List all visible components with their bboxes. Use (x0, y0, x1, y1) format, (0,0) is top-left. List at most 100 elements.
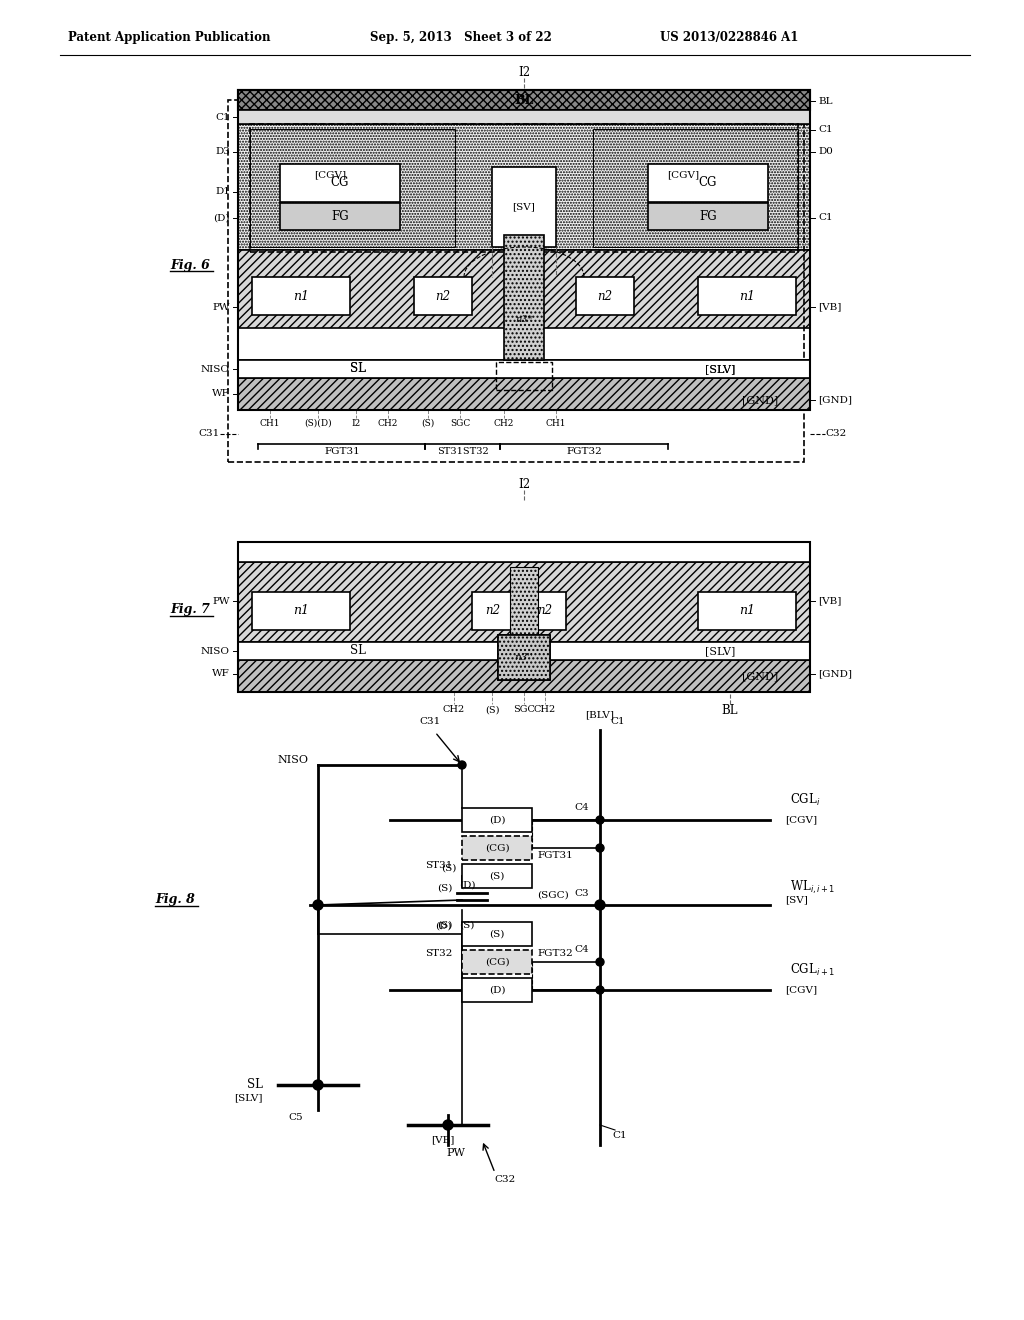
Text: n2: n2 (597, 289, 612, 302)
Bar (238, 90, 810, 411)
Text: CH2: CH2 (378, 418, 398, 428)
Bar (238, 90, 810, 110)
Text: I2: I2 (518, 479, 530, 491)
Bar (238, 360, 810, 378)
Circle shape (458, 762, 466, 770)
Text: SL: SL (247, 1078, 263, 1092)
Text: CG: CG (698, 177, 717, 190)
Bar (238, 642, 810, 660)
Bar (238, 562, 810, 642)
Circle shape (596, 986, 604, 994)
Text: (CG): (CG) (484, 957, 509, 966)
Text: CG: CG (331, 177, 349, 190)
Text: CH1: CH1 (546, 418, 566, 428)
Text: C5: C5 (289, 1114, 303, 1122)
Text: (S): (S) (436, 920, 452, 929)
Text: Fig. 8: Fig. 8 (155, 894, 195, 907)
Circle shape (443, 1119, 453, 1130)
Circle shape (596, 816, 604, 824)
Text: SL: SL (350, 363, 366, 375)
Bar (575, 277, 634, 315)
Text: [CGV]: [CGV] (785, 986, 817, 994)
Text: [CGV]: [CGV] (314, 170, 346, 180)
Text: I2: I2 (518, 66, 530, 78)
Bar (252, 277, 350, 315)
Text: FGT32: FGT32 (537, 949, 572, 958)
Text: C1: C1 (818, 214, 833, 223)
Text: C4: C4 (574, 945, 590, 954)
Text: Fig. 6: Fig. 6 (170, 259, 210, 272)
Text: (S): (S) (484, 705, 500, 714)
Bar (510, 568, 538, 635)
Bar (504, 235, 544, 360)
Bar (228, 100, 804, 462)
Text: n1: n1 (293, 289, 309, 302)
Bar (498, 635, 550, 680)
Text: (D): (D) (435, 921, 452, 931)
Text: WL$_{i,i+1}$: WL$_{i,i+1}$ (790, 878, 836, 896)
Text: WF: WF (212, 389, 230, 399)
Text: (D): (D) (488, 986, 505, 994)
Text: CH2: CH2 (534, 705, 556, 714)
Text: FGT31: FGT31 (325, 447, 359, 457)
Circle shape (595, 900, 605, 909)
Text: CGL$_i$: CGL$_i$ (790, 792, 820, 808)
Text: CGL$_{i+1}$: CGL$_{i+1}$ (790, 962, 836, 978)
Bar (250, 129, 455, 247)
Text: C32: C32 (825, 429, 846, 438)
Text: (SGC): (SGC) (537, 891, 568, 899)
Bar (280, 203, 400, 230)
Text: (S): (S) (441, 863, 457, 873)
Text: [GND]: [GND] (818, 669, 852, 678)
Text: [GND]: [GND] (741, 395, 778, 405)
Bar (414, 277, 472, 315)
Text: [CGV]: [CGV] (667, 170, 699, 180)
Bar (472, 591, 514, 630)
Text: PW: PW (213, 597, 230, 606)
Text: n3*: n3* (515, 315, 532, 325)
Bar (238, 124, 810, 249)
Text: n2: n2 (485, 605, 501, 618)
Text: WF: WF (212, 669, 230, 678)
Text: NISO: NISO (278, 755, 308, 766)
Text: (CG): (CG) (484, 843, 509, 853)
Text: I2: I2 (351, 418, 360, 428)
Bar (238, 660, 810, 692)
Text: n2: n2 (538, 605, 553, 618)
Bar (498, 635, 550, 680)
Text: (S)(D): (S)(D) (304, 418, 332, 428)
Text: [SLV]: [SLV] (234, 1093, 263, 1102)
Text: [VB]: [VB] (431, 1135, 455, 1144)
Text: [SLV]: [SLV] (705, 364, 735, 374)
Text: FGT32: FGT32 (566, 447, 602, 457)
Text: C4: C4 (574, 804, 590, 813)
Text: ST31ST32: ST31ST32 (437, 447, 488, 457)
Text: D1: D1 (215, 187, 230, 197)
Text: (S): (S) (436, 883, 452, 892)
Text: C31: C31 (199, 429, 220, 438)
Text: SL: SL (350, 644, 366, 657)
Bar (698, 591, 796, 630)
Bar (238, 543, 810, 562)
Bar (524, 591, 566, 630)
Text: Fig. 7: Fig. 7 (170, 603, 210, 616)
Text: C31: C31 (420, 718, 440, 726)
Bar (280, 164, 400, 202)
Bar (462, 978, 532, 1002)
Bar (238, 543, 810, 692)
Text: ST31: ST31 (425, 862, 452, 870)
Text: NISO: NISO (201, 647, 230, 656)
Bar (250, 124, 798, 252)
Text: FGT31: FGT31 (537, 851, 572, 861)
Text: [VB]: [VB] (818, 302, 842, 312)
Text: Sep. 5, 2013   Sheet 3 of 22: Sep. 5, 2013 Sheet 3 of 22 (370, 32, 552, 45)
Bar (462, 836, 532, 861)
Text: [GND]: [GND] (741, 671, 778, 681)
Bar (462, 808, 532, 832)
Circle shape (596, 958, 604, 966)
Bar (698, 277, 796, 315)
Text: BL: BL (818, 96, 833, 106)
Text: [SLV]: [SLV] (705, 645, 735, 656)
Text: (S): (S) (489, 929, 505, 939)
Text: [SV]: [SV] (513, 202, 536, 211)
